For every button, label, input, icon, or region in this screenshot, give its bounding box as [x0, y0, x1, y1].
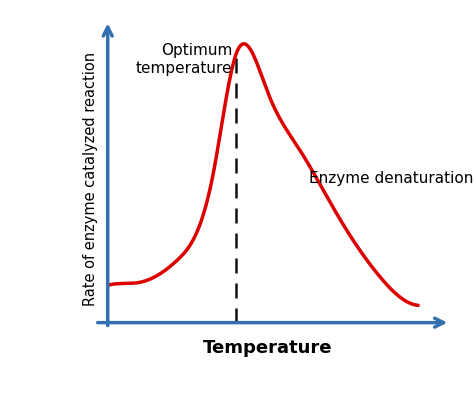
Text: Rate of enzyme catalyzed reaction: Rate of enzyme catalyzed reaction [82, 52, 98, 306]
Text: Enzyme denaturation: Enzyme denaturation [310, 171, 474, 186]
Text: Temperature: Temperature [203, 339, 332, 357]
Text: Optimum
temperature: Optimum temperature [136, 43, 233, 76]
